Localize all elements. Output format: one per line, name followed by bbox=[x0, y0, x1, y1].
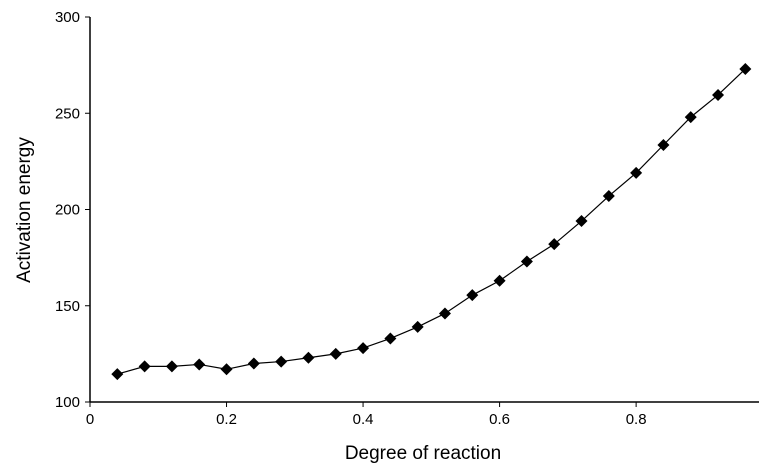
x-tick-label: 0.4 bbox=[353, 411, 374, 428]
y-axis-label: Activation energy bbox=[14, 137, 35, 283]
x-tick-label: 0.2 bbox=[216, 411, 237, 428]
marker bbox=[411, 320, 424, 333]
marker bbox=[193, 358, 206, 371]
marker bbox=[302, 351, 315, 364]
marker bbox=[275, 355, 288, 368]
marker bbox=[493, 274, 506, 287]
marker bbox=[520, 255, 533, 268]
marker bbox=[438, 307, 451, 320]
marker bbox=[630, 166, 643, 179]
marker bbox=[357, 342, 370, 355]
marker bbox=[466, 289, 479, 302]
marker bbox=[329, 347, 342, 360]
y-tick-label: 200 bbox=[55, 202, 80, 219]
marker bbox=[111, 368, 124, 381]
y-tick-label: 100 bbox=[55, 394, 80, 411]
x-tick-label: 0.8 bbox=[626, 411, 647, 428]
y-tick-label: 250 bbox=[55, 105, 80, 122]
marker bbox=[712, 88, 725, 101]
x-axis-label: Degree of reaction bbox=[345, 443, 501, 464]
marker bbox=[575, 215, 588, 228]
marker bbox=[138, 360, 151, 373]
marker bbox=[247, 357, 260, 370]
marker bbox=[684, 111, 697, 124]
x-tick-label: 0.6 bbox=[489, 411, 510, 428]
y-tick-label: 150 bbox=[55, 298, 80, 315]
marker bbox=[384, 332, 397, 345]
series-line bbox=[117, 68, 746, 375]
marker bbox=[165, 360, 178, 373]
y-tick-label: 300 bbox=[55, 9, 80, 26]
marker bbox=[657, 139, 670, 152]
marker bbox=[220, 363, 233, 376]
marker bbox=[739, 62, 752, 75]
marker bbox=[602, 190, 615, 203]
marker bbox=[548, 238, 561, 251]
x-tick-label: 0 bbox=[86, 411, 94, 428]
